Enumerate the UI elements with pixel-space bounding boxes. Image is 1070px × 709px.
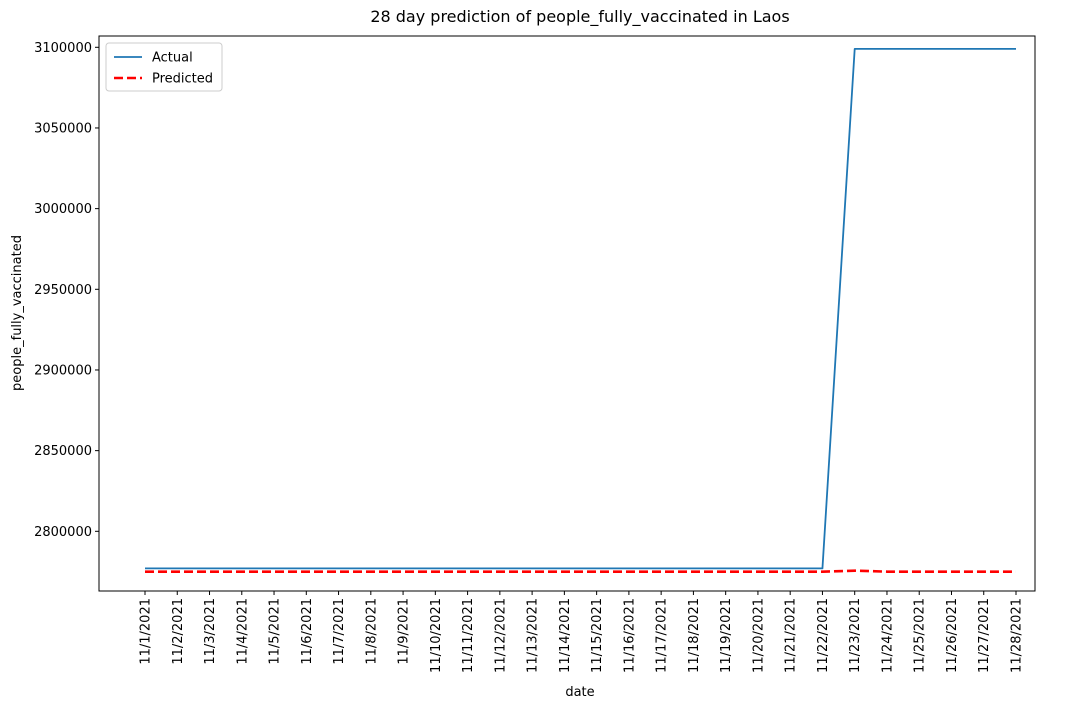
x-tick-label: 11/17/2021	[655, 598, 670, 673]
y-tick-label: 2900000	[34, 363, 92, 378]
legend: Actual Predicted	[105, 42, 223, 92]
x-tick-label: 11/16/2021	[622, 598, 637, 673]
y-axis-label: people_fully_vaccinated	[10, 235, 25, 391]
x-tick-label: 11/7/2021	[332, 598, 347, 665]
x-tick-label: 11/2/2021	[171, 598, 186, 665]
plot-frame	[98, 35, 1036, 592]
plot-area: 2800000 2850000 2900000 2950000 3000000 30500…	[34, 35, 1036, 673]
x-tick-label: 11/9/2021	[397, 598, 412, 665]
chart-title: 28 day prediction of people_fully_vaccin…	[370, 7, 789, 27]
x-tick-label: 11/4/2021	[235, 598, 250, 665]
x-tick-label: 11/21/2021	[784, 598, 799, 673]
x-tick-label: 11/8/2021	[364, 598, 379, 665]
x-tick-label: 11/14/2021	[558, 598, 573, 673]
x-tick-label: 11/20/2021	[751, 598, 766, 673]
legend-label-actual: Actual	[152, 51, 193, 66]
x-tick-label: 11/15/2021	[590, 598, 605, 673]
x-tick-label: 11/26/2021	[945, 598, 960, 673]
x-tick-label: 11/12/2021	[493, 598, 508, 673]
x-tick-label: 11/1/2021	[139, 598, 154, 665]
x-tick-label: 11/25/2021	[913, 598, 928, 673]
series-line-actual	[145, 48, 1016, 570]
series-line-predicted	[145, 569, 1016, 573]
x-tick-label: 11/22/2021	[816, 598, 831, 673]
y-tick-label: 2800000	[34, 525, 92, 540]
y-tick-label: 3050000	[34, 121, 92, 136]
y-tick-label: 2950000	[34, 283, 92, 298]
x-tick-label: 11/19/2021	[719, 598, 734, 673]
y-tick-label: 3000000	[34, 202, 92, 217]
x-tick-label: 11/13/2021	[526, 598, 541, 673]
x-tick-label: 11/11/2021	[461, 598, 476, 673]
x-tick-label: 11/27/2021	[977, 598, 992, 673]
x-axis-label: date	[565, 685, 594, 700]
x-tick-label: 11/28/2021	[1010, 598, 1025, 673]
x-tick-label: 11/10/2021	[429, 598, 444, 673]
x-tick-label: 11/6/2021	[300, 598, 315, 665]
x-tick-label: 11/5/2021	[268, 598, 283, 665]
legend-label-predicted: Predicted	[152, 72, 213, 87]
x-tick-label: 11/24/2021	[880, 598, 895, 673]
x-tick-label: 11/18/2021	[687, 598, 702, 673]
x-tick-label: 11/23/2021	[848, 598, 863, 673]
x-tick-label: 11/3/2021	[203, 598, 218, 665]
y-tick-label: 2850000	[34, 444, 92, 459]
y-tick-label: 3100000	[34, 41, 92, 56]
